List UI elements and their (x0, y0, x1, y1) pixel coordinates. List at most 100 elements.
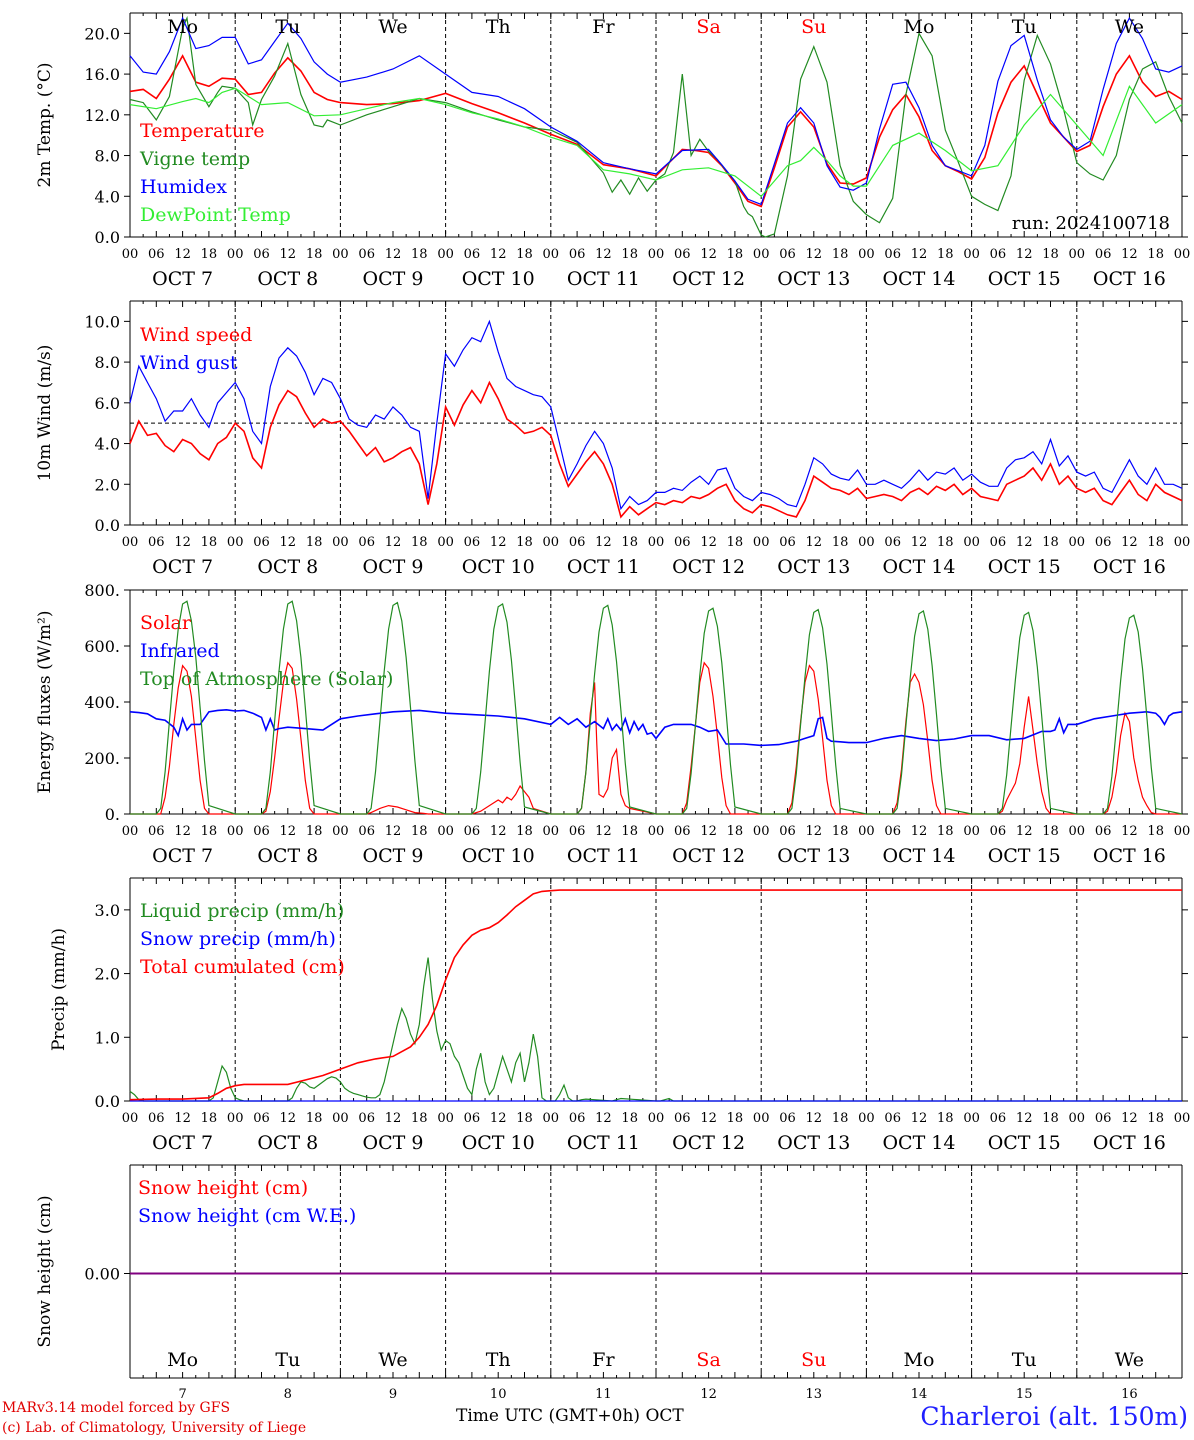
weekday-label: Tu (275, 16, 300, 38)
hour-label: 00 (648, 535, 665, 550)
weekday-label: Th (486, 16, 511, 38)
hour-label: 06 (464, 535, 481, 550)
day-number-label: 10 (490, 1387, 507, 1402)
date-label: OCT 9 (363, 268, 424, 290)
hour-label: 18 (1042, 247, 1059, 262)
hour-label: 12 (1016, 1111, 1033, 1126)
legend-entry: Wind gust (140, 352, 238, 374)
hour-label: 12 (1016, 247, 1033, 262)
hour-label: 18 (727, 1111, 744, 1126)
weekday-label: Mo (167, 16, 198, 38)
hour-label: 12 (1121, 824, 1138, 839)
y-tick-label: 1.0 (95, 1028, 120, 1047)
y-tick-label: 400. (84, 693, 120, 712)
hour-label: 06 (358, 535, 375, 550)
hour-label: 06 (253, 535, 270, 550)
weekday-label: Su (801, 16, 826, 38)
legend-entry: Wind speed (140, 324, 252, 346)
hour-label: 12 (174, 1111, 191, 1126)
hour-label: 18 (832, 824, 849, 839)
hour-label: 18 (621, 535, 638, 550)
hour-label: 12 (595, 1111, 612, 1126)
hour-label: 00 (543, 824, 560, 839)
series-line (129, 380, 1183, 519)
hour-label: 00 (437, 1111, 454, 1126)
hour-label: 06 (884, 824, 901, 839)
date-label: OCT 15 (988, 845, 1061, 867)
date-label: OCT 15 (988, 268, 1061, 290)
hour-label: 18 (1042, 1111, 1059, 1126)
hour-label: 06 (674, 1111, 691, 1126)
series-line (129, 15, 1183, 238)
date-label: OCT 16 (1093, 268, 1166, 290)
day-number-label: 11 (595, 1387, 612, 1402)
panel-2: 0.0 2.0 4.0 6.0 8.0 10.0 10m Wind (m/s) Wind sp… (35, 300, 1190, 578)
hour-label: 12 (174, 535, 191, 550)
hour-label: 12 (911, 1111, 928, 1126)
hour-label: 06 (253, 1111, 270, 1126)
hour-label: 06 (464, 824, 481, 839)
hour-label: 00 (753, 1111, 770, 1126)
y-axis-label: Precip (mm/h) (49, 928, 69, 1051)
date-label: OCT 10 (462, 268, 535, 290)
y-tick-label: 0.0 (95, 228, 120, 247)
hour-label: 18 (306, 535, 323, 550)
weekday-label: Sa (696, 16, 720, 38)
date-label: OCT 12 (672, 845, 745, 867)
y-tick-label: 0.0 (95, 516, 120, 535)
hour-label: 18 (411, 824, 428, 839)
date-label: OCT 15 (988, 556, 1061, 578)
hour-label: 06 (674, 247, 691, 262)
y-tick-label: 4.0 (95, 187, 120, 206)
hour-label: 12 (595, 824, 612, 839)
weekday-label: Fr (592, 1349, 615, 1371)
day-number-label: 9 (389, 1387, 397, 1402)
hour-label: 06 (674, 824, 691, 839)
date-label: OCT 8 (257, 845, 318, 867)
hour-label: 12 (490, 824, 507, 839)
hour-label: 06 (1095, 1111, 1112, 1126)
hour-label: 00 (227, 535, 244, 550)
hour-label: 06 (464, 247, 481, 262)
panel-1: 0.0 4.0 8.0 12.0 16.0 20.0 2m Temp. (°C) Temper… (35, 12, 1190, 290)
date-label: OCT 9 (363, 845, 424, 867)
legend-entry: Snow height (cm W.E.) (138, 1205, 356, 1227)
hour-label: 12 (385, 1111, 402, 1126)
hour-label: 00 (543, 247, 560, 262)
hour-label: 00 (963, 535, 980, 550)
hour-label: 12 (385, 535, 402, 550)
hour-label: 12 (280, 824, 297, 839)
day-number-label: 15 (1016, 1387, 1033, 1402)
hour-label: 12 (280, 535, 297, 550)
hour-label: 12 (911, 535, 928, 550)
hour-label: 06 (464, 1111, 481, 1126)
series-line (130, 661, 1182, 815)
legend-entry: Liquid precip (mm/h) (140, 900, 344, 922)
hour-label: 18 (832, 1111, 849, 1126)
y-axis-label: 10m Wind (m/s) (35, 345, 55, 482)
hour-label: 06 (990, 824, 1007, 839)
y-tick-label: 2.0 (95, 475, 120, 494)
hour-label: 06 (148, 535, 165, 550)
weekday-label: Mo (904, 1349, 935, 1371)
date-label: OCT 11 (567, 1132, 640, 1154)
hour-label: 00 (227, 1111, 244, 1126)
hour-label: 12 (385, 824, 402, 839)
hour-label: 12 (700, 535, 717, 550)
series-line (129, 889, 1182, 1101)
hour-label: 00 (648, 1111, 665, 1126)
weekday-label: We (1115, 16, 1144, 38)
y-tick-label: 6.0 (95, 394, 120, 413)
date-label: OCT 14 (882, 1132, 955, 1154)
hour-label: 12 (806, 1111, 823, 1126)
legend-entry: Snow height (cm) (138, 1177, 308, 1199)
hour-label: 06 (990, 1111, 1007, 1126)
date-label: OCT 10 (462, 1132, 535, 1154)
hour-label: 12 (700, 1111, 717, 1126)
weekday-label: Tu (1012, 16, 1037, 38)
legend-entry: Vigne temp (139, 148, 250, 170)
date-label: OCT 13 (777, 556, 850, 578)
panel-4: 0.0 1.0 2.0 3.0 Precip (mm/h) Liquid precip (… (49, 877, 1190, 1154)
hour-label: 06 (253, 247, 270, 262)
day-number-label: 8 (284, 1387, 292, 1402)
